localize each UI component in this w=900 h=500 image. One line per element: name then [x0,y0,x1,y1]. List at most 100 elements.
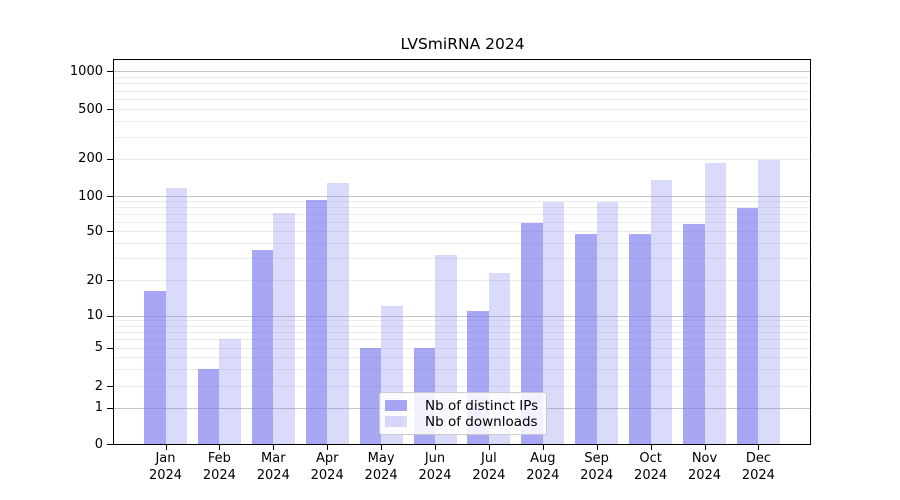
y-tick-label: 5 [94,340,103,356]
y-axis-tick [107,231,113,233]
bar-distinct-ips [521,222,543,444]
spine-left [113,59,114,445]
x-axis-tick [381,445,383,450]
legend-swatch-downloads-icon [385,416,407,427]
gridline-minor [114,280,810,281]
x-axis-tick [704,445,706,450]
gridline-minor [114,325,810,327]
bar-distinct-ips [197,369,220,444]
gridline-minor [114,201,810,203]
x-axis-tick [273,445,275,450]
x-axis-tick [488,445,490,450]
y-axis-tick [107,444,113,445]
gridline-minor [114,158,810,160]
x-axis-tick [542,445,544,450]
y-tick-label: 100 [78,188,103,204]
x-axis-tick [219,445,221,450]
y-axis-tick [107,347,113,349]
bar-downloads [542,201,565,444]
y-axis-tick [107,158,113,160]
y-tick-label: 10 [86,308,103,323]
plot-area [114,59,810,444]
x-axis-tick [650,445,652,450]
bar-distinct-ips [575,233,597,444]
x-tick-label: May 2024 [364,451,398,483]
x-axis-tick [758,445,760,450]
x-tick-label: Nov 2024 [687,451,722,483]
gridline-minor [114,357,810,359]
y-axis-tick [107,315,113,317]
gridline-minor [114,109,810,110]
x-tick-label: Jun 2024 [418,451,452,483]
y-axis-tick [107,386,113,387]
y-axis-tick [107,196,113,197]
x-axis-tick [596,445,598,450]
legend-label-downloads: Nb of downloads [425,413,538,430]
x-axis-tick [327,445,329,450]
gridline-minor [114,136,810,138]
gridline-major [114,315,810,317]
gridline-minor [114,214,810,216]
x-axis-tick [435,445,436,450]
gridline-minor [114,121,810,123]
gridline-minor [114,243,810,245]
gridline-minor [114,332,810,334]
bar-distinct-ips [629,233,651,444]
legend-swatch-distinct-ips-icon [385,400,407,411]
y-tick-label: 0 [94,436,103,452]
y-tick-label: 2 [94,378,103,394]
x-tick-label: Feb 2024 [202,451,236,483]
gridline-minor [114,207,810,209]
y-axis-tick [107,280,113,281]
bar-downloads [704,163,726,444]
bar-downloads [596,201,619,444]
gridline-minor [114,222,810,224]
y-tick-label: 20 [86,272,103,288]
gridline-minor [114,90,810,92]
bar-distinct-ips [683,223,705,444]
gridline-minor [114,76,810,78]
gridline-minor [114,347,810,349]
bar-downloads [273,212,295,444]
bar-distinct-ips [251,250,274,444]
gridline-major [114,196,810,197]
y-tick-label: 1 [94,400,103,416]
spine-right [810,59,811,445]
x-tick-label: Aug 2024 [526,451,560,483]
y-tick-label: 50 [86,223,103,239]
x-tick-label: Jan 2024 [148,451,183,483]
y-tick-label: 500 [78,101,103,117]
gridline-minor [114,99,810,100]
bar-distinct-ips [736,208,759,444]
x-tick-label: Oct 2024 [634,451,668,483]
bar-distinct-ips [359,347,382,444]
bar-distinct-ips [305,199,328,444]
x-tick-label: Dec 2024 [741,451,775,483]
bar-downloads [327,182,349,444]
gridline-minor [114,258,810,260]
gridline-minor [114,231,810,233]
legend: Nb of distinct IPs Nb of downloads [379,392,547,435]
bar-distinct-ips [144,291,166,444]
bar-downloads [758,160,780,444]
y-tick-label: 1000 [69,63,103,79]
gridline-minor [114,386,810,387]
gridline-minor [114,339,810,341]
spine-top [113,59,811,60]
bar-downloads [165,188,187,444]
bar-downloads [219,339,241,444]
chart-title: LVSmiRNA 2024 [400,35,525,53]
y-axis-tick [107,109,113,110]
gridline-minor [114,320,810,322]
gridline-minor [114,83,810,85]
gridline-major [114,71,810,72]
y-tick-label: 200 [78,151,103,166]
y-axis-tick [107,71,113,72]
legend-entry-distinct-ips: Nb of distinct IPs [385,398,540,414]
spine-bottom [113,444,811,445]
y-axis-tick [107,407,113,409]
x-tick-label: Jul 2024 [472,451,506,483]
x-axis-tick [165,445,167,450]
x-tick-label: Mar 2024 [256,451,290,483]
